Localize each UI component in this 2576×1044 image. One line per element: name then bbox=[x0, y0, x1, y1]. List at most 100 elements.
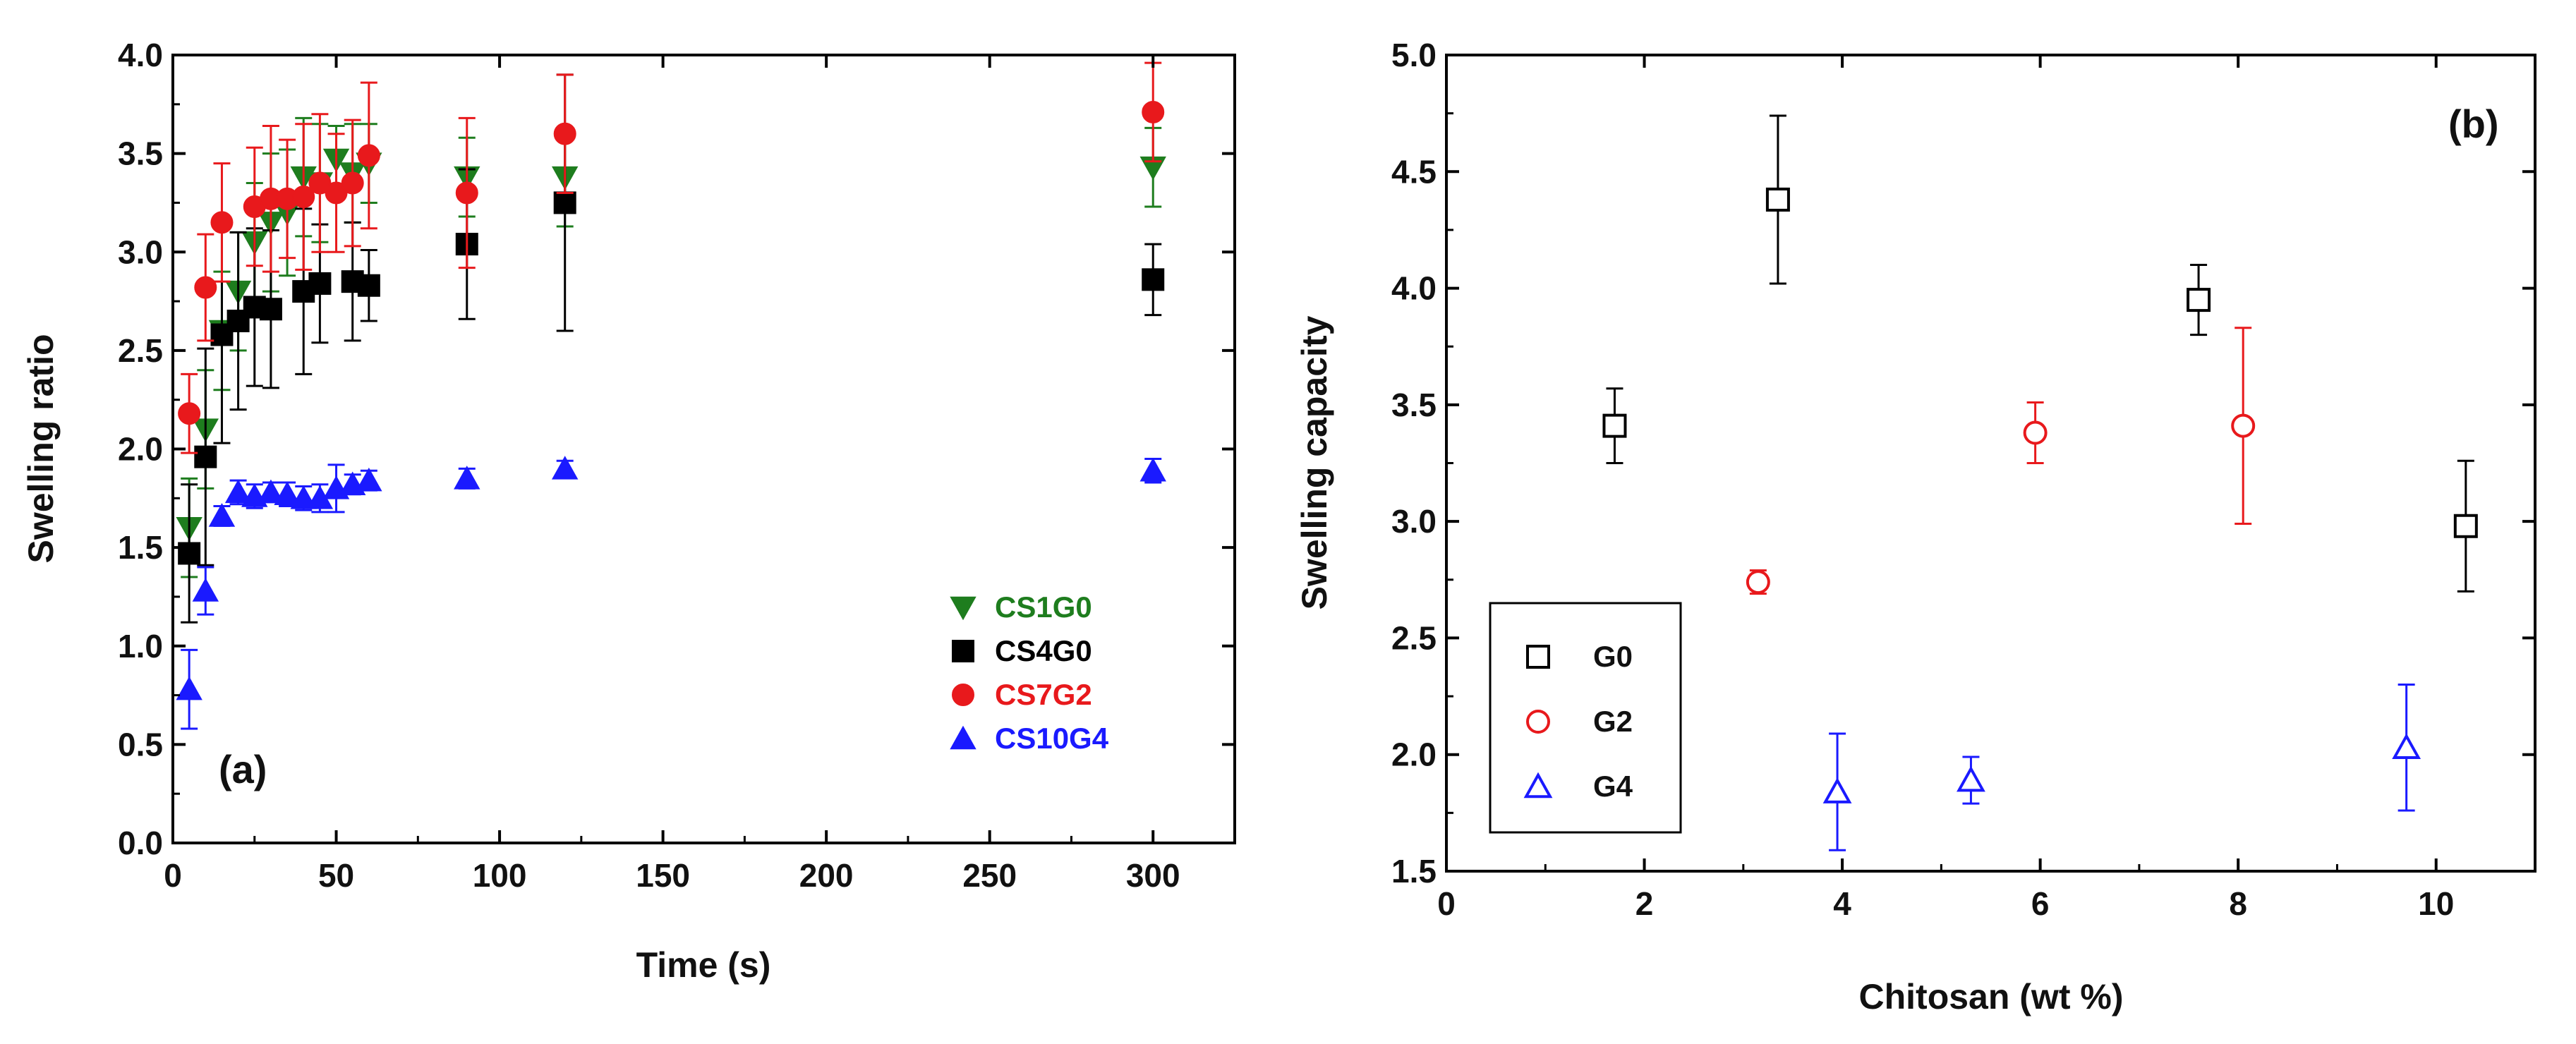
data-point-CS4G0 bbox=[308, 272, 332, 295]
y-tick-label: 2.5 bbox=[118, 332, 163, 369]
legend-label-CS7G2: CS7G2 bbox=[995, 678, 1092, 711]
series-G4 bbox=[1822, 684, 2421, 851]
data-point-CS10G4 bbox=[208, 503, 236, 527]
series-CS10G4 bbox=[176, 456, 1166, 730]
y-tick-label: 3.5 bbox=[118, 135, 163, 172]
data-point-CS4G0 bbox=[178, 542, 201, 565]
legend-label-CS10G4: CS10G4 bbox=[995, 722, 1109, 755]
legend-marker-G2 bbox=[1526, 710, 1550, 734]
x-tick-label: 2 bbox=[1635, 885, 1654, 922]
data-point-CS10G4 bbox=[454, 466, 480, 490]
legend-marker-CS10G4 bbox=[950, 725, 976, 750]
data-point-G0 bbox=[2453, 514, 2478, 538]
data-point-G2 bbox=[2023, 420, 2048, 445]
panel-a-data-points bbox=[176, 61, 1166, 730]
series-G2 bbox=[1746, 327, 2256, 595]
legend-marker-CS1G0 bbox=[950, 596, 976, 621]
data-point-CS10G4 bbox=[290, 485, 317, 509]
data-point-CS10G4 bbox=[224, 479, 252, 504]
x-tick-label: 200 bbox=[799, 857, 854, 894]
y-tick-label: 4.0 bbox=[118, 37, 163, 73]
y-tick-label: 2.0 bbox=[118, 431, 163, 468]
data-point-CS10G4 bbox=[176, 676, 202, 700]
x-tick-label: 300 bbox=[1126, 857, 1180, 894]
x-tick-label: 10 bbox=[2418, 885, 2454, 922]
series-G0 bbox=[1602, 114, 2478, 593]
legend-box bbox=[1489, 602, 1682, 834]
x-tick-label: 6 bbox=[2031, 885, 2050, 922]
legend-label-G0: G0 bbox=[1593, 640, 1633, 673]
x-tick-label: 50 bbox=[318, 857, 354, 894]
data-point-CS10G4 bbox=[192, 578, 219, 602]
data-point-G0 bbox=[1765, 187, 1790, 212]
legend-marker-CS4G0 bbox=[952, 640, 974, 662]
panel-a-axis-ticks: 0 50 100 150 200 250 300 0.0 0.5 1.0 1.5 2.0 2.5 3.0 3… bbox=[118, 37, 1235, 894]
legend-label-CS1G0: CS1G0 bbox=[995, 590, 1092, 624]
y-tick-label: 1.5 bbox=[1391, 853, 1437, 890]
legend-marker-CS7G2 bbox=[952, 684, 974, 706]
panel-b-y-axis-title: Swelling capacity bbox=[1295, 315, 1334, 609]
panel-b-data-points bbox=[1602, 114, 2478, 851]
y-tick-label: 1.0 bbox=[118, 628, 163, 664]
y-tick-label: 3.0 bbox=[118, 233, 163, 270]
data-point-CS10G4 bbox=[551, 456, 579, 480]
legend-label-G2: G2 bbox=[1593, 705, 1633, 738]
x-tick-label: 150 bbox=[636, 857, 690, 894]
panel-a-legend: CS1G0 CS4G0 CS7G2 CS10G4 bbox=[950, 590, 1109, 755]
panel-b-legend: G0 G2 G4 bbox=[1489, 602, 1682, 834]
x-tick-label: 0 bbox=[164, 857, 182, 894]
data-point-CS10G4 bbox=[274, 481, 301, 505]
data-point-CS7G2 bbox=[357, 144, 380, 167]
panel-b-x-axis-title: Chitosan (wt %) bbox=[1859, 977, 2124, 1016]
data-point-CS10G4 bbox=[1139, 457, 1166, 482]
data-point-CS4G0 bbox=[194, 445, 217, 468]
data-point-G0 bbox=[1602, 413, 1627, 438]
legend-label-G4: G4 bbox=[1593, 770, 1633, 803]
panel-a-y-axis-title: Swelling ratio bbox=[21, 334, 61, 563]
y-tick-label: 4.5 bbox=[1391, 153, 1437, 190]
y-tick-label: 2.5 bbox=[1391, 619, 1437, 656]
panel-b-label: (b) bbox=[2448, 102, 2499, 146]
data-point-G2 bbox=[1746, 570, 1770, 595]
x-tick-label: 100 bbox=[473, 857, 527, 894]
y-tick-label: 0.5 bbox=[118, 726, 163, 763]
y-tick-label: 3.0 bbox=[1391, 503, 1437, 540]
data-point-G2 bbox=[2231, 413, 2256, 438]
data-point-CS10G4 bbox=[356, 467, 382, 492]
panel-b-swelling-capacity-vs-chitosan: 0 2 4 6 8 10 1.5 2.0 2.5 3.0 3.5 4.0 4.5 5.0 Chitosan… bbox=[1295, 37, 2536, 1016]
data-point-CS7G2 bbox=[194, 276, 217, 299]
data-point-CS7G2 bbox=[210, 211, 234, 234]
series-CS7G2 bbox=[178, 61, 1165, 454]
data-point-CS7G2 bbox=[308, 171, 332, 195]
data-point-CS7G2 bbox=[1142, 100, 1165, 123]
data-point-CS7G2 bbox=[178, 402, 201, 425]
data-point-CS4G0 bbox=[1142, 268, 1165, 291]
data-point-CS7G2 bbox=[292, 186, 315, 209]
data-point-CS7G2 bbox=[455, 181, 478, 205]
data-point-G0 bbox=[2187, 288, 2211, 312]
legend-marker-G4 bbox=[1523, 772, 1553, 799]
legend-label-CS4G0: CS4G0 bbox=[995, 634, 1092, 667]
panel-a-x-axis-title: Time (s) bbox=[636, 945, 771, 985]
x-tick-label: 250 bbox=[962, 857, 1017, 894]
data-point-G4 bbox=[1822, 777, 1852, 803]
data-point-CS4G0 bbox=[553, 191, 576, 214]
data-point-CS4G0 bbox=[357, 274, 380, 297]
data-point-CS10G4 bbox=[258, 479, 284, 504]
x-tick-label: 8 bbox=[2229, 885, 2247, 922]
y-tick-label: 2.0 bbox=[1391, 736, 1437, 773]
x-tick-label: 0 bbox=[1437, 885, 1456, 922]
y-tick-label: 3.5 bbox=[1391, 387, 1437, 423]
data-point-G4 bbox=[2392, 733, 2421, 760]
panel-a-swelling-ratio-vs-time: 0 50 100 150 200 250 300 0.0 0.5 1.0 1.5 2.0 2.5 3.0 3… bbox=[21, 37, 1236, 985]
data-point-CS7G2 bbox=[553, 122, 576, 145]
data-point-CS4G0 bbox=[259, 298, 282, 321]
x-tick-label: 4 bbox=[1833, 885, 1851, 922]
y-tick-label: 5.0 bbox=[1391, 37, 1437, 73]
panel-a-label: (a) bbox=[219, 747, 267, 791]
y-tick-label: 4.0 bbox=[1391, 270, 1437, 307]
panel-b-axis-ticks: 0 2 4 6 8 10 1.5 2.0 2.5 3.0 3.5 4.0 4.5 5.0 bbox=[1391, 37, 2535, 922]
data-point-CS7G2 bbox=[341, 171, 364, 195]
y-tick-label: 0.0 bbox=[118, 825, 163, 861]
